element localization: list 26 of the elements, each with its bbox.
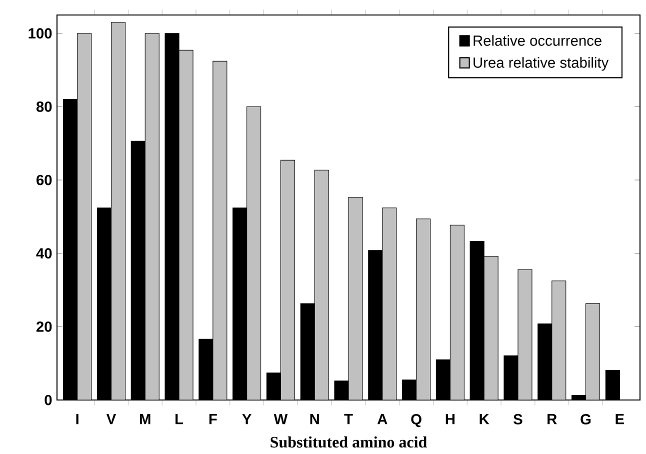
x-tick-label: I [76, 414, 78, 424]
x-tick-label: R [548, 414, 557, 424]
x-tick-label: L [176, 414, 184, 424]
x-axis-title: Substituted amino acid [270, 436, 427, 448]
x-tick-label: G [580, 414, 591, 424]
x-tick-label: Q [411, 414, 422, 428]
x-tick-label: N [310, 414, 319, 424]
x-tick-label: A [377, 414, 388, 424]
legend-label: Relative occurrence [474, 35, 602, 46]
y-tick-label: 100 [28, 28, 52, 39]
x-tick-label: M [140, 414, 150, 424]
x-tick-label: K [480, 414, 490, 424]
x-tick-label: W [274, 414, 288, 424]
y-tick-label: 60 [36, 174, 52, 186]
x-tick-label: S [514, 414, 522, 424]
x-tick-label: T [344, 414, 353, 424]
legend-label: Urea relative stability [474, 57, 609, 71]
y-tick-label: 0 [44, 394, 52, 406]
x-tick-label: V [106, 414, 116, 424]
y-tick-label: 40 [36, 248, 52, 259]
y-tick-label: 20 [36, 321, 52, 332]
x-tick-label: H [446, 414, 454, 424]
x-tick-label: E [616, 414, 624, 424]
y-tick-label: 80 [36, 101, 52, 112]
x-tick-label: Y [242, 414, 252, 424]
x-tick-label: F [209, 414, 217, 424]
